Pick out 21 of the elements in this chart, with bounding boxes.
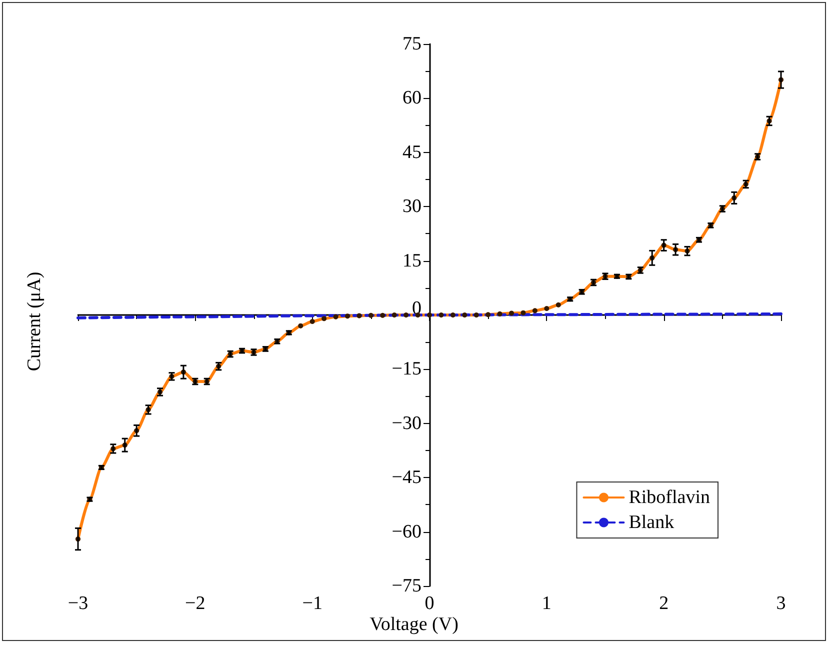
y-tick-label: −45 <box>392 467 422 488</box>
y-tick-label: −30 <box>392 412 422 434</box>
y-tick-label: 15 <box>402 250 422 272</box>
y-tick-label: −75 <box>392 576 422 596</box>
x-tick-label: −2 <box>185 593 206 614</box>
y-tick-label: −60 <box>392 521 422 542</box>
x-tick-label: 2 <box>659 593 669 614</box>
y-tick-label: −15 <box>392 358 422 380</box>
y-tick-label: 30 <box>402 196 422 218</box>
x-axis-title: Voltage (V) <box>370 614 458 635</box>
y-tick-label: 45 <box>402 142 422 163</box>
x-tick-label: 1 <box>542 593 552 614</box>
x-tick-label: 0 <box>424 593 434 614</box>
x-tick-label: 3 <box>776 593 786 614</box>
y-tick-label: 60 <box>402 88 422 109</box>
legend-label: Riboflavin <box>628 487 710 508</box>
x-tick-label: −1 <box>302 593 322 614</box>
y-tick-label: 75 <box>402 34 422 54</box>
legend-label: Blank <box>628 512 675 533</box>
x-tick-label: −3 <box>68 593 88 614</box>
y-axis-title: Current (μA) <box>24 272 45 372</box>
